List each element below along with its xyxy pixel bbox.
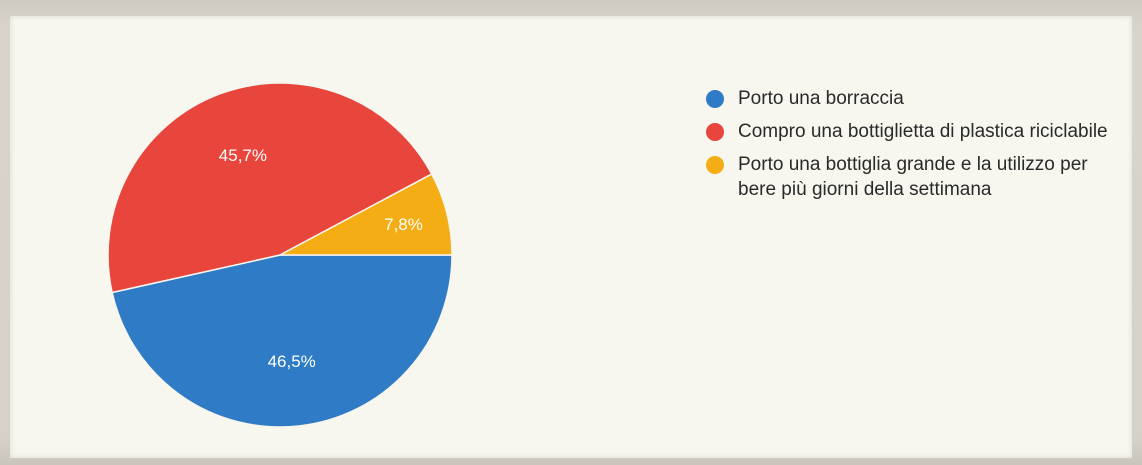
pie-label-borraccia: 46,5% [268,352,316,371]
legend-label-bottiglia-grande: Porto una bottiglia grande e la utilizzo… [738,154,1088,200]
legend-item-borraccia: Porto una borraccia [706,86,1126,111]
pie-label-bottiglietta: 45,7% [219,146,267,165]
chart-card: 46,5% 45,7% 7,8% Porto una borraccia Compr… [10,16,1132,458]
legend-marker-borraccia [706,90,724,108]
legend-item-bottiglia-grande: Porto una bottiglia grande e la utilizzo… [706,152,1126,202]
pie-slice-borraccia [111,254,453,428]
pie-chart: 46,5% 45,7% 7,8% [107,82,453,428]
legend-label-bottiglietta: Compro una bottiglietta di plastica rici… [738,121,1108,142]
legend-marker-bottiglietta [706,123,724,141]
legend-item-bottiglietta: Compro una bottiglietta di plastica rici… [706,119,1126,144]
legend-marker-bottiglia-grande [706,156,724,174]
pie-label-bottiglia-grande: 7,8% [384,215,423,234]
pie-slice-bottiglietta [107,82,433,294]
pie-slice-bottiglia-grande [279,173,453,256]
legend-label-borraccia: Porto una borraccia [738,88,904,109]
chart-legend: Porto una borraccia Compro una bottiglie… [706,86,1126,210]
